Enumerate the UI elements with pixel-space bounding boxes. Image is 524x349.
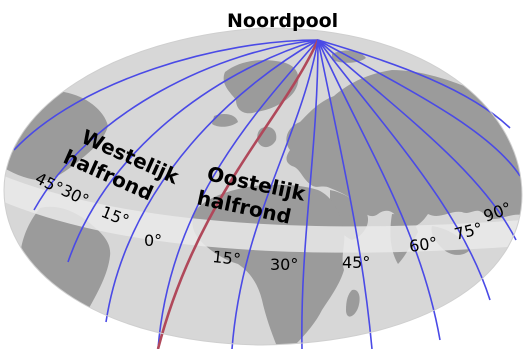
greenland-landmass	[223, 60, 299, 114]
iceland-landmass	[212, 114, 238, 127]
meridian-far-west-a	[13, 39, 319, 151]
meridian-far-west-b	[33, 39, 319, 211]
meridian-45w	[67, 39, 319, 263]
meridian-45e	[317, 39, 373, 349]
meridian-30e	[301, 39, 319, 349]
meridian-label-30e: 30°	[270, 255, 298, 274]
meridian-label-60e: 60°	[408, 233, 439, 256]
meridian-far-east-b	[317, 39, 511, 129]
meridian-label-0: 0°	[144, 231, 162, 250]
meridian-label-45e: 45°	[342, 253, 370, 272]
meridian-75e	[317, 39, 491, 301]
north-pole-label: Noordpool	[227, 10, 338, 32]
meridian-90e	[317, 39, 517, 241]
meridian-60e	[317, 39, 441, 341]
meridian-30w	[105, 39, 319, 323]
meridian-far-east-a	[317, 39, 521, 177]
meridian-0	[156, 39, 320, 349]
globe-outline	[3, 27, 523, 346]
meridian-lines	[13, 39, 521, 349]
eurasia-landmass	[286, 70, 522, 228]
meridian-15e	[231, 39, 319, 349]
madagascar-landmass	[346, 289, 360, 317]
meridian-15w	[157, 39, 319, 349]
landmass-group	[4, 50, 522, 346]
meridian-label-15e: 15°	[212, 247, 242, 269]
